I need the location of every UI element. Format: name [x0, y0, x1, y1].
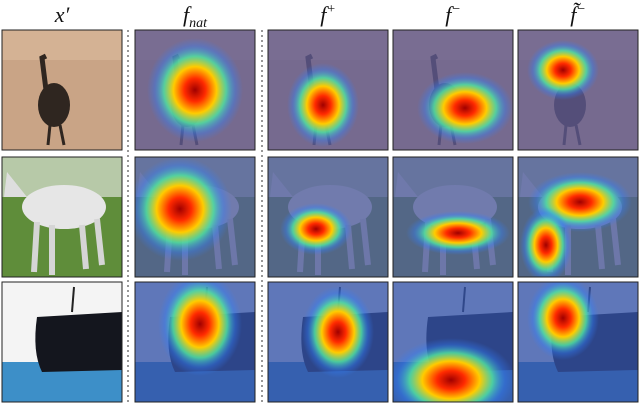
heat-spot: [393, 338, 513, 402]
heat-spot: [527, 40, 599, 100]
ship-mast: [71, 286, 75, 313]
horse-body: [22, 185, 106, 229]
cell-border: [134, 281, 256, 403]
image-cell: [2, 30, 122, 150]
header-superscript: −: [576, 2, 585, 17]
ship-hull: [35, 312, 122, 372]
image-cell: [518, 157, 638, 277]
cell-border: [267, 156, 389, 278]
heat-spot: [417, 72, 513, 144]
horse-head: [4, 172, 27, 197]
cell-border: [134, 29, 256, 151]
cell-border: [392, 29, 514, 151]
heat-spot: [527, 282, 599, 360]
header-symbol: x′: [54, 2, 71, 27]
emu-body: [38, 83, 70, 127]
header-symbol: f̃: [570, 2, 581, 27]
heat-spot: [302, 286, 374, 378]
header-symbol: f: [320, 2, 329, 27]
heat-spot: [287, 63, 359, 147]
cell-border: [517, 156, 639, 278]
heat-spot: [520, 207, 572, 277]
column-header: f+: [320, 2, 336, 27]
cell-border: [134, 156, 256, 278]
image-cell: [393, 157, 513, 277]
heat-spot: [147, 38, 243, 142]
column-header: x′: [54, 2, 71, 27]
column-header: fnat: [183, 2, 208, 31]
image-cell: [393, 282, 513, 402]
emu-neck: [39, 53, 49, 91]
header-subscript: nat: [189, 16, 208, 31]
cell-border: [517, 29, 639, 151]
header-symbol: f: [445, 2, 454, 27]
image-cell: [518, 282, 638, 402]
image-cell: [2, 282, 122, 402]
image-cell: [2, 157, 122, 277]
image-cell: [135, 157, 255, 277]
header-superscript: −: [451, 2, 460, 17]
cell-border: [1, 156, 123, 278]
cell-border: [267, 281, 389, 403]
column-header: f−: [445, 2, 461, 27]
column-header: f̃−: [570, 2, 586, 27]
ground-band: [2, 30, 122, 60]
heat-spot: [135, 157, 232, 261]
header-symbol: f: [183, 2, 192, 27]
heat-spot: [406, 211, 510, 255]
cell-border: [392, 281, 514, 403]
image-cell: [393, 30, 513, 150]
image-cell: [135, 282, 255, 402]
heat-spot: [158, 282, 242, 376]
cell-border: [517, 281, 639, 403]
image-cell: [268, 157, 388, 277]
cell-border: [1, 29, 123, 151]
header-superscript: +: [326, 2, 335, 17]
emu-legs: [46, 124, 66, 146]
cell-border: [392, 156, 514, 278]
cell-border: [1, 281, 123, 403]
horse-legs: [31, 218, 105, 275]
image-cell: [135, 30, 255, 150]
image-cell: [268, 30, 388, 150]
image-cell: [268, 282, 388, 402]
heat-spot: [280, 203, 352, 255]
image-cell: [518, 30, 638, 150]
cell-border: [267, 29, 389, 151]
